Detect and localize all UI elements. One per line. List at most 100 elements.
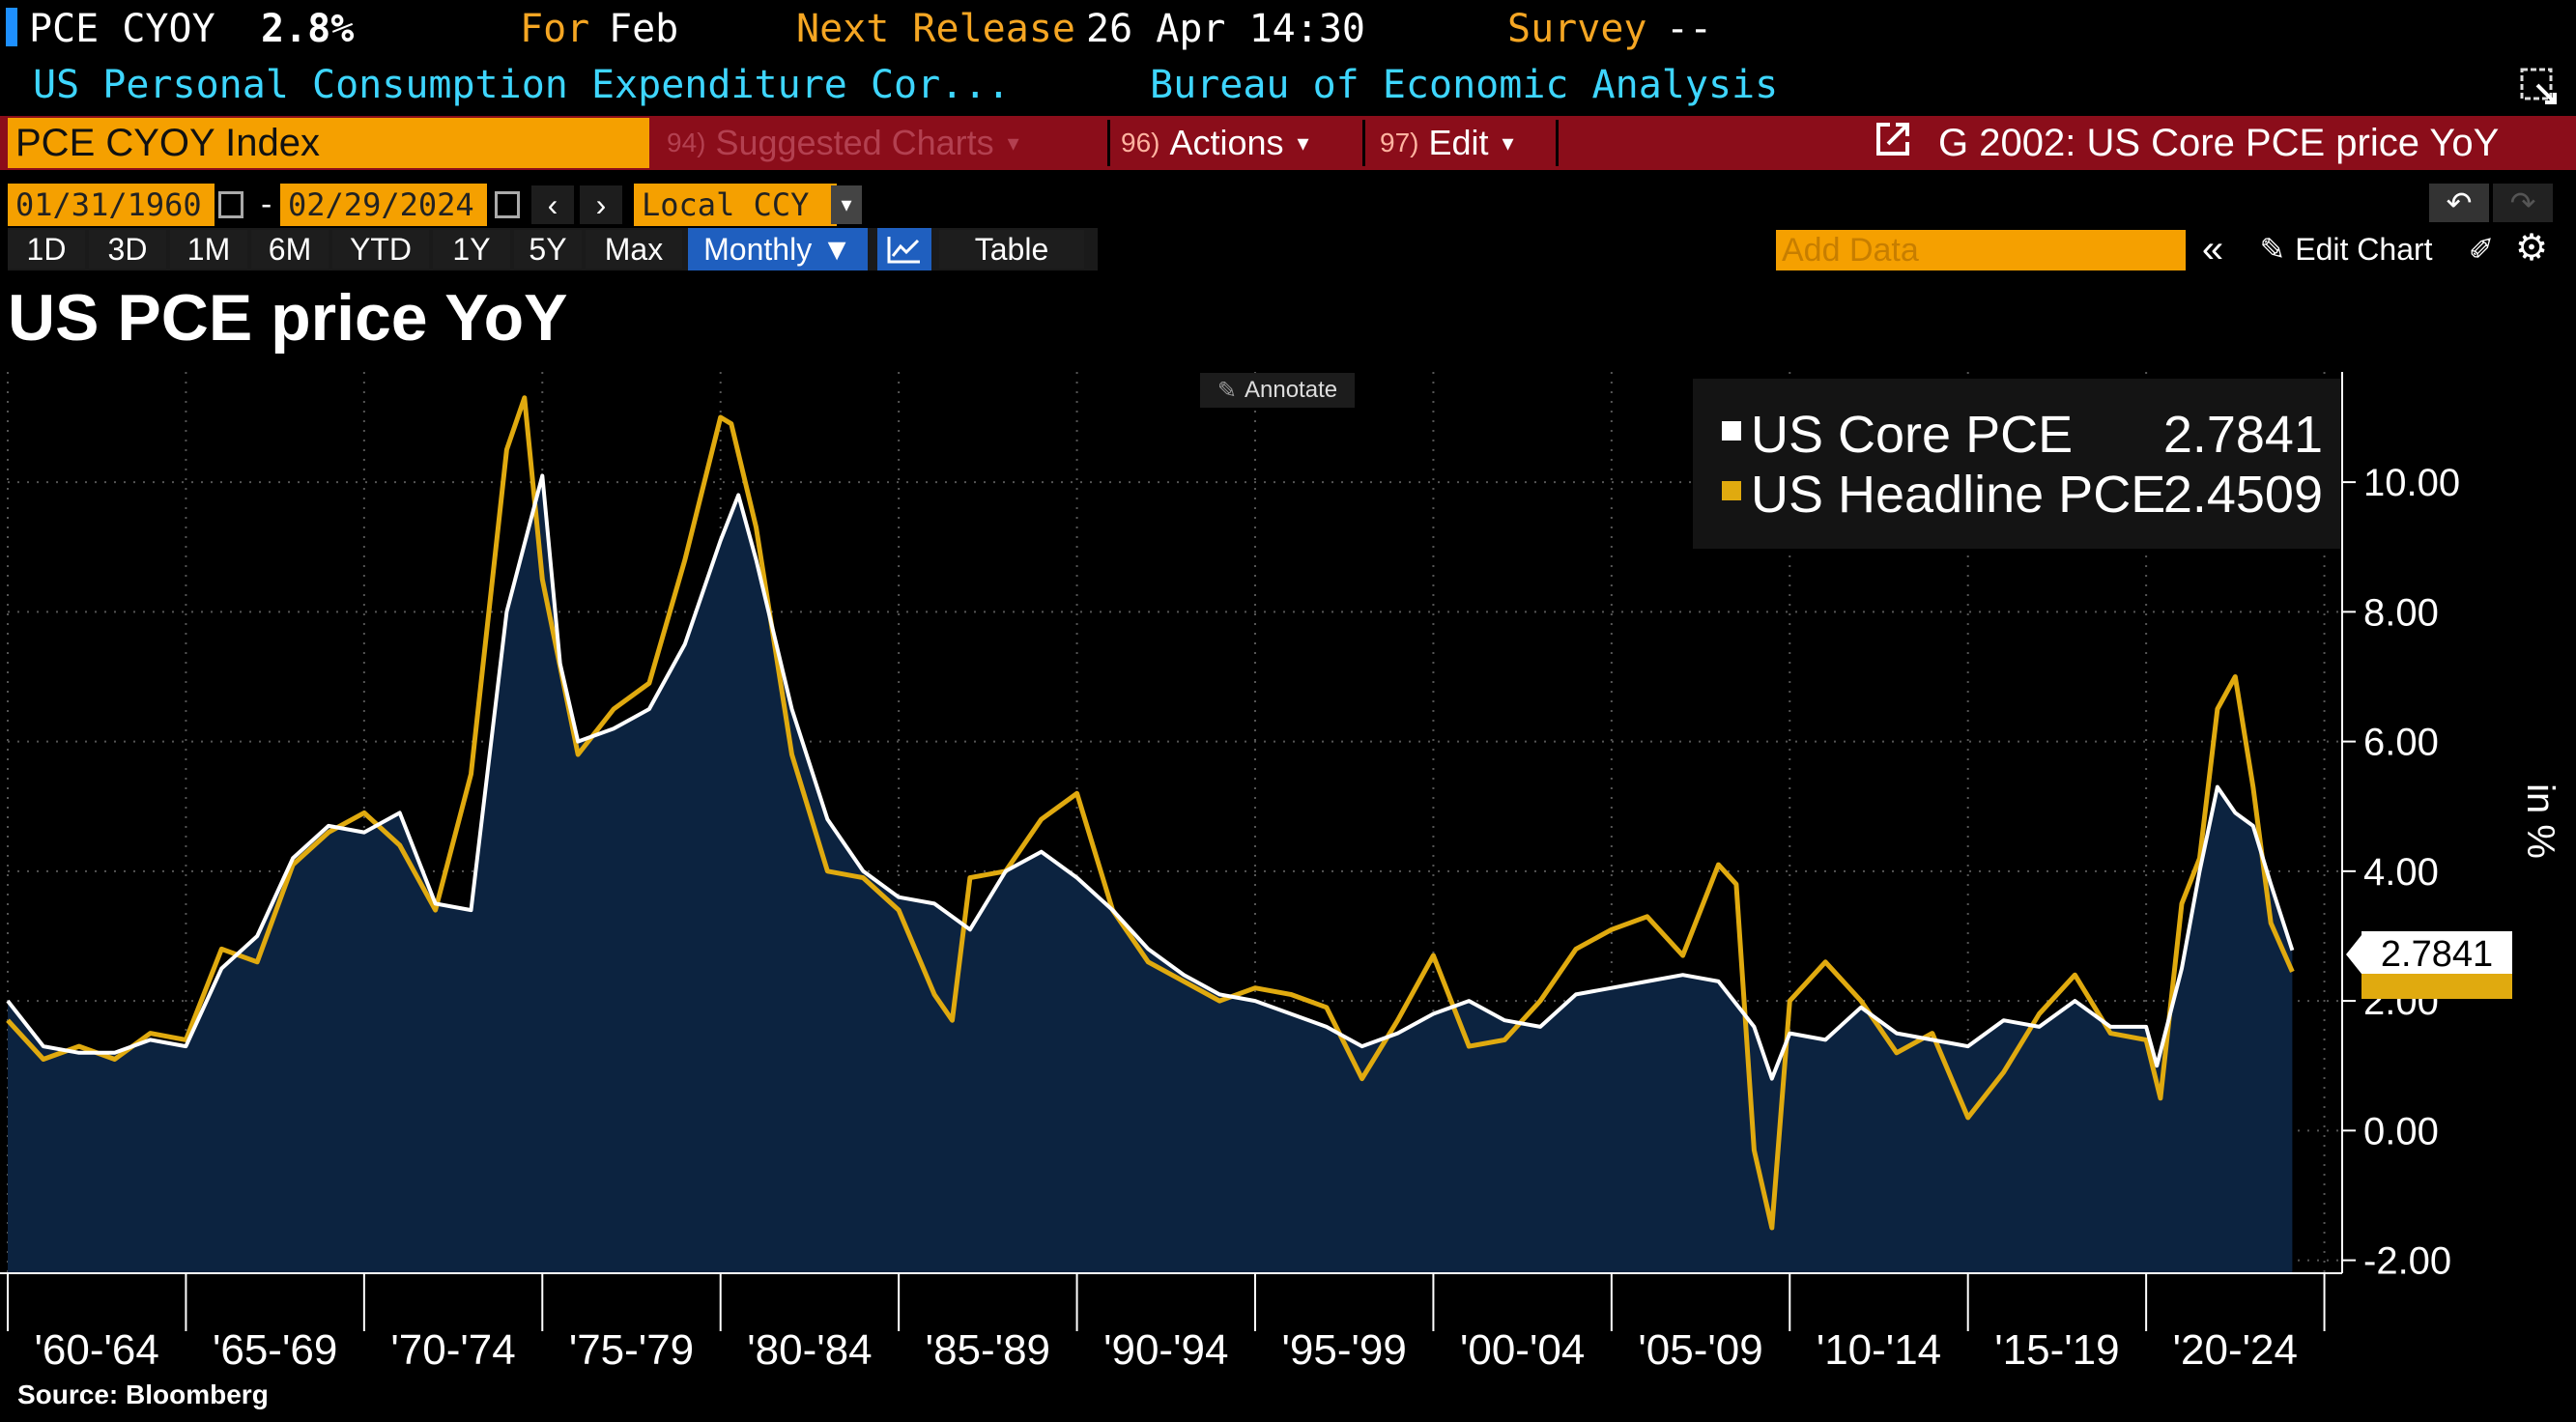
- chevron-down-icon: ▾: [1297, 129, 1309, 156]
- x-tick-label: '85-'89: [926, 1326, 1050, 1374]
- headline-legend-value: 2.4509: [2163, 466, 2323, 524]
- chevron-down-icon: ▾: [1502, 129, 1514, 156]
- x-tick-label: '10-'14: [1817, 1326, 1941, 1374]
- ticker-marker: [6, 8, 17, 46]
- frequency-label: Monthly: [703, 231, 813, 267]
- suggested-label: Suggested Charts: [715, 123, 994, 162]
- y-axis-unit-label: in %: [2519, 783, 2562, 859]
- chevron-down-icon[interactable]: ▾: [831, 185, 862, 224]
- timeframe-1d[interactable]: 1D: [8, 230, 85, 269]
- end-date-input[interactable]: 02/29/2024: [280, 184, 487, 226]
- annotate-button[interactable]: ✎ Annotate: [1200, 373, 1355, 408]
- start-date-input[interactable]: 01/31/1960: [8, 184, 215, 226]
- x-tick-label: '00-'04: [1460, 1326, 1585, 1374]
- legend-box: [1693, 379, 2340, 549]
- toolbar-divider: [1362, 120, 1365, 166]
- calendar-icon[interactable]: [218, 191, 243, 218]
- actions-label: Actions: [1169, 123, 1284, 162]
- currency-select[interactable]: Local CCY: [634, 184, 837, 226]
- timeframe-3d[interactable]: 3D: [89, 230, 166, 269]
- y-tick-label: 0.00: [2363, 1110, 2439, 1152]
- add-data-input[interactable]: Add Data: [1776, 230, 2186, 270]
- x-axis: '60-'64 '65-'69 '70-'74 '75-'79 '80-'84 '85-'…: [7, 1273, 2326, 1374]
- external-link-icon: [1873, 119, 1913, 168]
- actions-key: 96): [1121, 128, 1160, 157]
- prev-period-button[interactable]: ‹: [531, 185, 574, 224]
- edit-label: Edit: [1428, 123, 1489, 162]
- timeframe-6m[interactable]: 6M: [251, 230, 329, 269]
- date-separator: -: [257, 185, 276, 222]
- x-tick-label: '65-'69: [213, 1326, 337, 1374]
- y-tick-label: 10.00: [2363, 462, 2460, 504]
- for-value: Feb: [609, 7, 679, 51]
- core-last-tag: [2361, 931, 2512, 974]
- collapse-button[interactable]: «: [2193, 228, 2232, 270]
- core-last-value: 2.7841: [2381, 934, 2493, 975]
- undo-button[interactable]: ↶: [2429, 184, 2489, 222]
- annotate-label: Annotate: [1245, 377, 1338, 403]
- actions-button[interactable]: 96) Actions ▾: [1121, 118, 1309, 168]
- start-date-text: 01/31/1960: [15, 186, 202, 223]
- next-release-label: Next Release: [796, 7, 1075, 51]
- y-tick-label: 4.00: [2363, 851, 2439, 894]
- add-data-placeholder: Add Data: [1782, 231, 1919, 269]
- edit-chart-button[interactable]: ✎ Edit Chart: [2242, 230, 2450, 269]
- timeframe-1y[interactable]: 1Y: [433, 230, 510, 269]
- edit-chart-label: Edit Chart: [2295, 231, 2433, 267]
- calendar-icon[interactable]: [495, 191, 520, 218]
- x-tick-label: '90-'94: [1103, 1326, 1228, 1374]
- suggested-key: 94): [667, 128, 706, 157]
- ticker-symbol[interactable]: PCE CYOY: [29, 7, 215, 51]
- chart-style-icon[interactable]: ✐: [2460, 230, 2503, 269]
- line-chart-icon[interactable]: [877, 228, 931, 270]
- survey-label: Survey: [1507, 7, 1647, 51]
- chevron-down-icon: ▼: [821, 231, 852, 267]
- end-date-text: 02/29/2024: [288, 186, 474, 223]
- table-button[interactable]: Table: [939, 230, 1084, 269]
- edit-button[interactable]: 97) Edit ▾: [1380, 118, 1514, 168]
- x-tick-label: '95-'99: [1282, 1326, 1407, 1374]
- y-tick-label: -2.00: [2363, 1240, 2451, 1283]
- legend: US Core PCE 2.7841 US Headline PCE 2.450…: [1693, 379, 2340, 549]
- popout-icon[interactable]: [2518, 66, 2561, 108]
- timeframe-max[interactable]: Max: [586, 230, 682, 269]
- timeframe-ytd[interactable]: YTD: [332, 230, 429, 269]
- security-input[interactable]: PCE CYOY Index: [8, 118, 649, 168]
- next-period-button[interactable]: ›: [580, 185, 622, 224]
- security-input-text: PCE CYOY Index: [15, 121, 320, 164]
- chevron-right-icon: ›: [595, 186, 607, 222]
- frequency-dropdown[interactable]: Monthly ▼: [688, 228, 868, 270]
- timeframe-1m[interactable]: 1M: [170, 230, 247, 269]
- ticker-value: 2.8%: [261, 7, 355, 51]
- headline-legend-swatch: [1722, 481, 1741, 500]
- redo-button[interactable]: ↷: [2493, 184, 2553, 222]
- pencil-icon: ✎: [2259, 232, 2286, 267]
- core-legend-value: 2.7841: [2163, 406, 2323, 464]
- gear-icon[interactable]: ⚙: [2510, 228, 2553, 269]
- chart-title-text: G 2002: US Core PCE price YoY: [1938, 121, 2500, 164]
- last-value-tags: 2.7841: [2346, 931, 2512, 999]
- y-tick-label: 8.00: [2363, 591, 2439, 634]
- source-note: Source: Bloomberg: [17, 1379, 269, 1409]
- security-description: US Personal Consumption Expenditure Cor.…: [33, 63, 1011, 107]
- x-tick-label: '15-'19: [1994, 1326, 2119, 1374]
- chevron-down-icon: ▾: [1007, 129, 1019, 156]
- chart-title: US PCE price YoY: [8, 281, 568, 355]
- core-legend-label: US Core PCE: [1751, 406, 2073, 464]
- currency-text: Local CCY: [642, 186, 810, 223]
- next-release-value: 26 Apr 14:30: [1086, 7, 1365, 51]
- y-tick-label: 6.00: [2363, 722, 2439, 764]
- suggested-charts-button[interactable]: 94) Suggested Charts ▾: [667, 118, 1102, 168]
- core-pce-area: [8, 475, 2293, 1273]
- headline-legend-label: US Headline PCE: [1751, 466, 2165, 524]
- chart-title-link[interactable]: G 2002: US Core PCE price YoY: [1873, 118, 2499, 168]
- timeframe-5y[interactable]: 5Y: [514, 230, 582, 269]
- core-tag-pointer: [2346, 935, 2361, 974]
- pencil-icon: ✎: [1216, 377, 1237, 404]
- core-legend-swatch: [1722, 421, 1741, 441]
- redo-icon: ↷: [2509, 185, 2536, 220]
- chevron-left-icon: ‹: [547, 186, 558, 222]
- toolbar-divider: [1107, 120, 1110, 166]
